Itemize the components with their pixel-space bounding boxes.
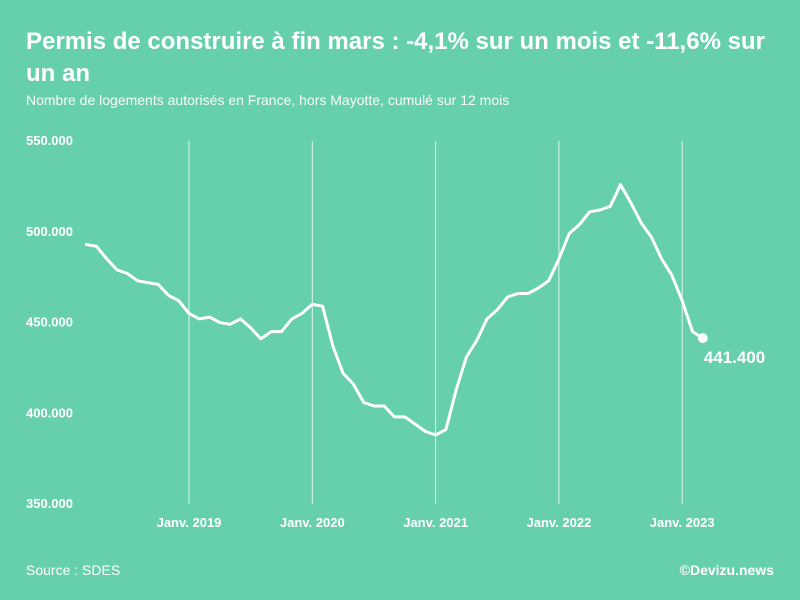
y-tick-label: 400.000 — [26, 405, 73, 420]
x-tick-label: Janv. 2020 — [280, 515, 345, 530]
source-note: Source : SDES — [26, 562, 121, 578]
chart-subtitle: Nombre de logements autorisés en France,… — [26, 92, 510, 108]
brand-credit: ©Devizu.news — [679, 562, 774, 578]
vertical-gridlines — [188, 141, 683, 504]
y-tick-label: 350.000 — [26, 496, 73, 511]
chart-title: Permis de construire à fin mars : -4,1% … — [26, 28, 765, 87]
y-tick-label: 500.000 — [26, 224, 73, 239]
end-value-label: 441.400 — [704, 348, 765, 367]
series-line — [84, 183, 705, 437]
x-axis-labels: Janv. 2019 Janv. 2020 Janv. 2021 Janv. 2022… — [157, 515, 715, 530]
x-tick-label: Janv. 2022 — [526, 515, 591, 530]
y-tick-label: 550.000 — [26, 133, 73, 148]
y-axis-labels: 550.000 500.000 450.000 400.000 350.000 — [26, 133, 73, 511]
y-tick-label: 450.000 — [26, 315, 73, 330]
end-point-marker — [697, 333, 708, 344]
x-tick-label: Janv. 2019 — [157, 515, 222, 530]
x-tick-label: Janv. 2023 — [650, 515, 715, 530]
x-tick-label: Janv. 2021 — [403, 515, 468, 530]
